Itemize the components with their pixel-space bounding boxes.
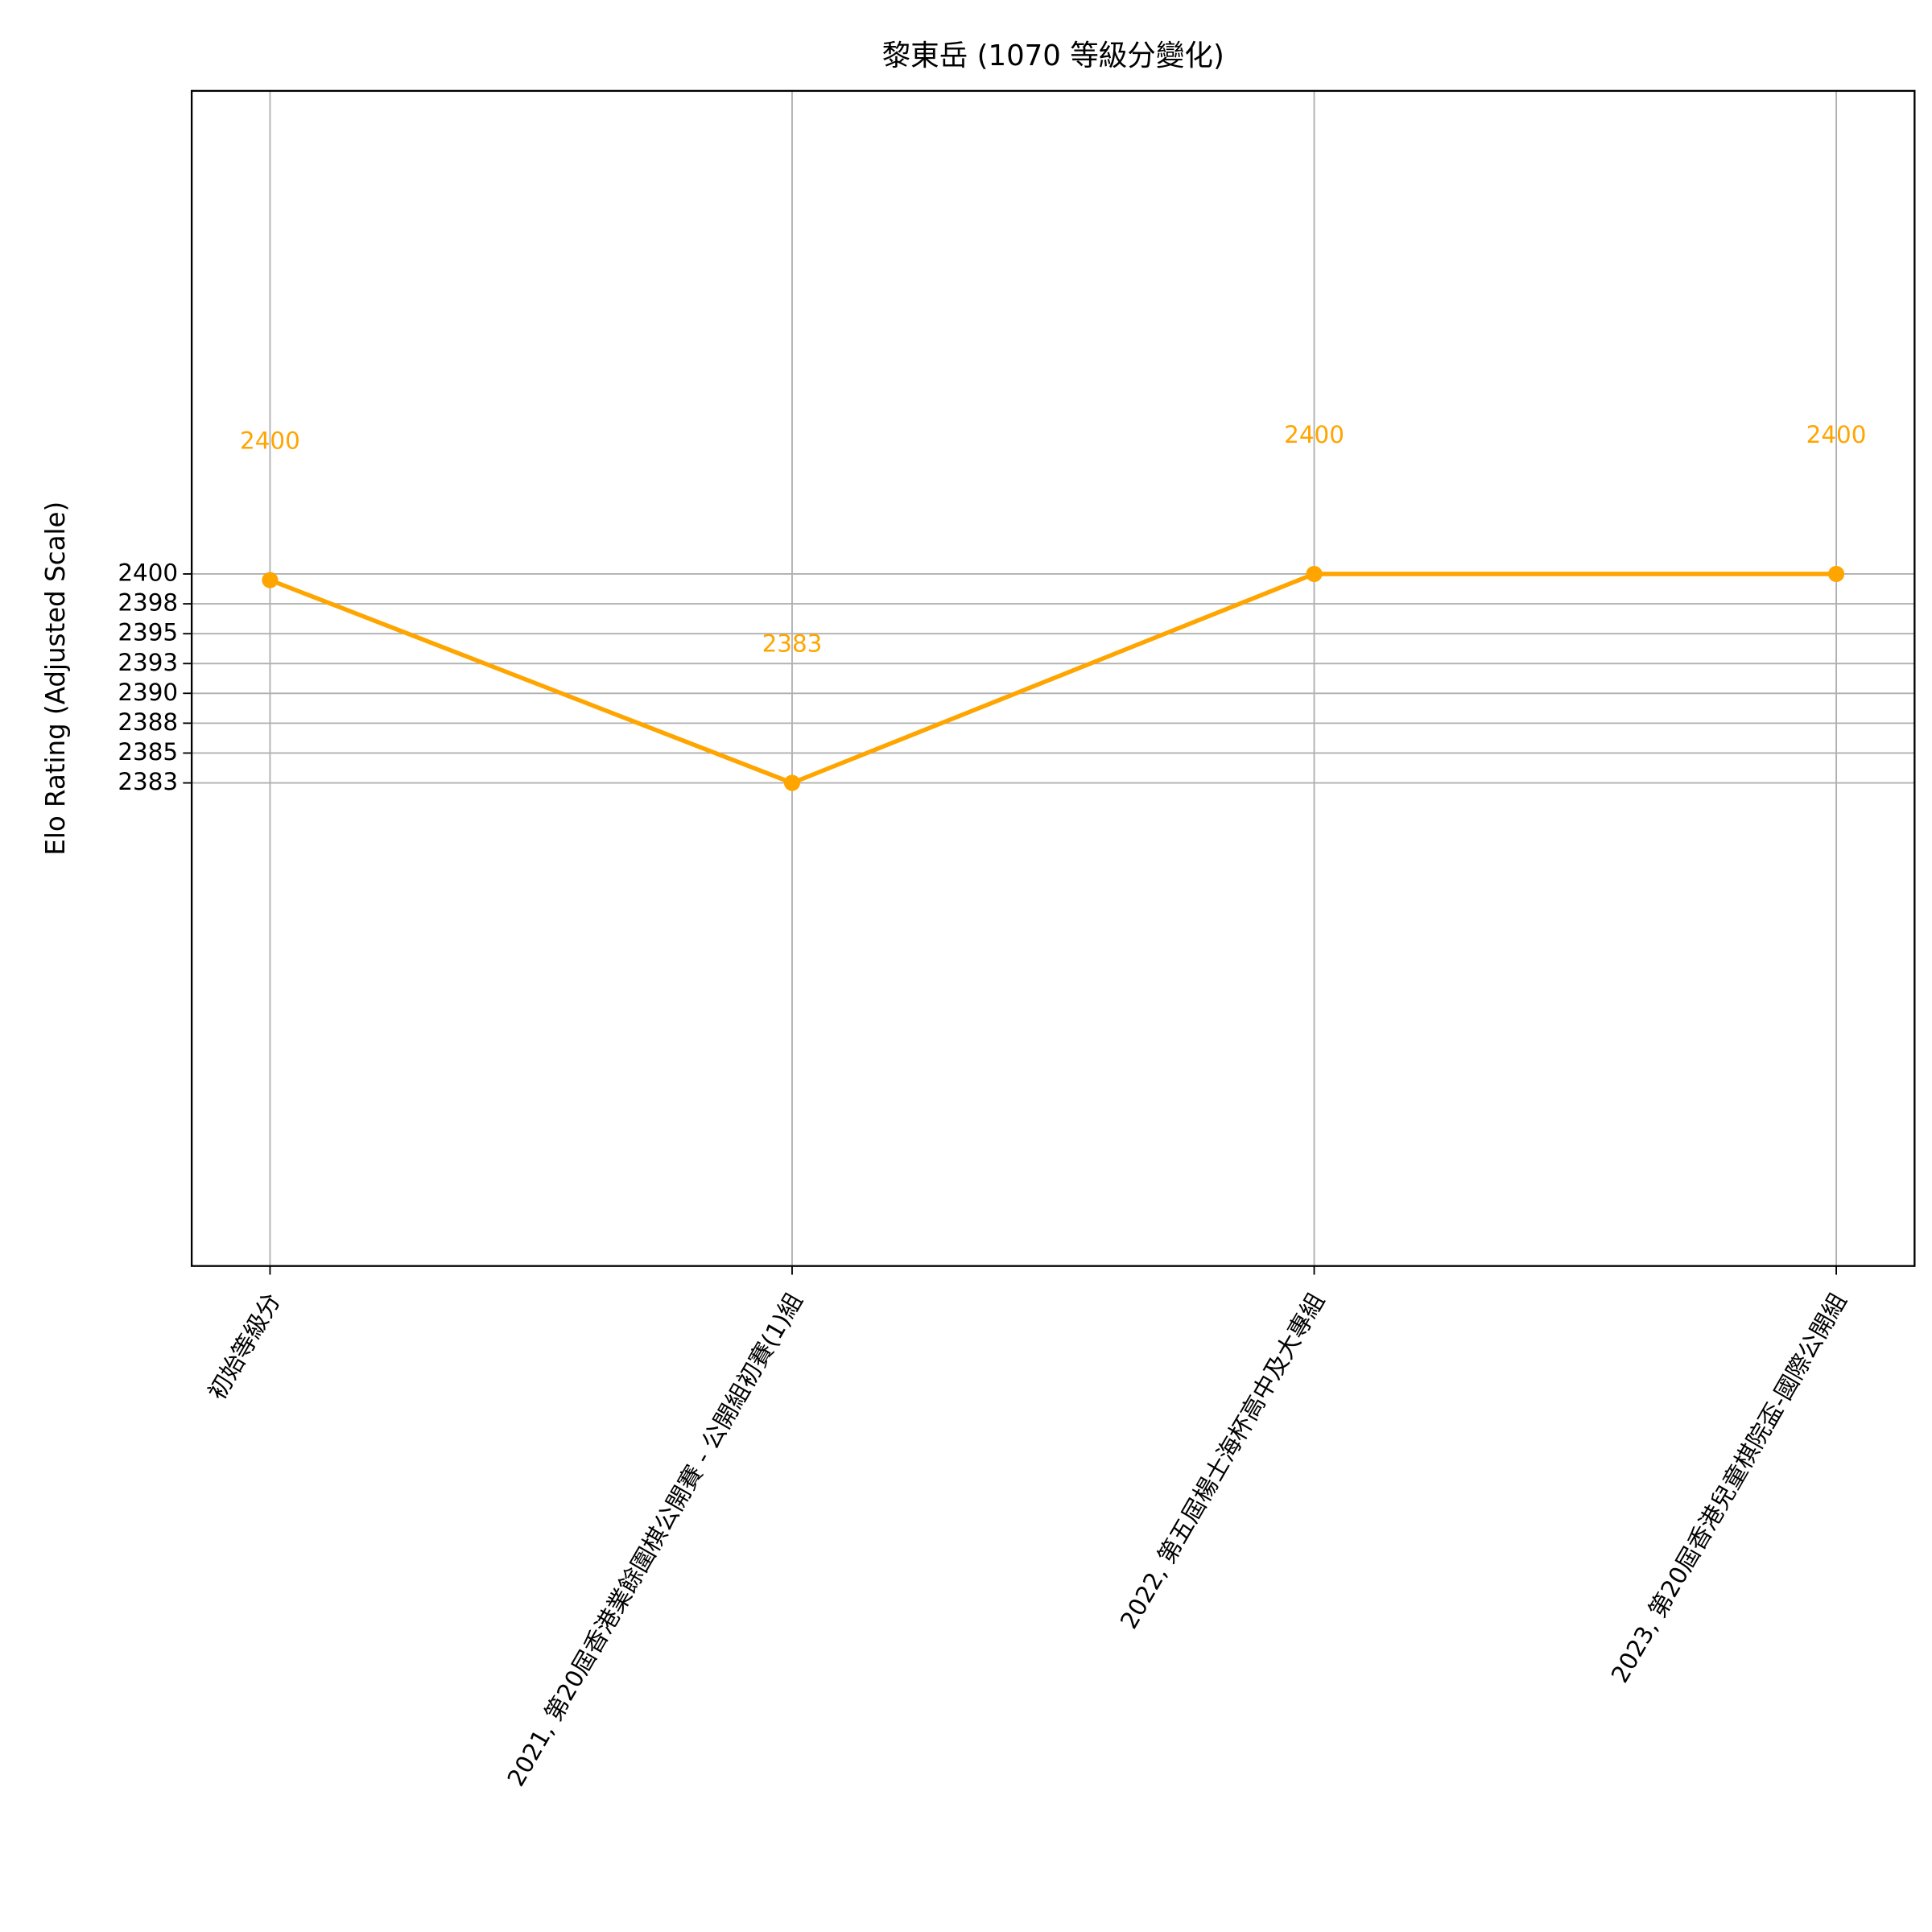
data-label: 2400: [1806, 421, 1867, 448]
y-tick-label: 2400: [118, 559, 178, 586]
line: [269, 572, 1837, 786]
x-tick-label: 2022, 第五屆楊士海杯高中及大專組: [1115, 1289, 1330, 1634]
chart-title: 黎東岳 (1070 等級分變化): [882, 39, 1224, 72]
x-tick-label: 2023, 第20屆香港兒童棋院盃-國際公開組: [1606, 1289, 1852, 1688]
data-label: 2383: [762, 630, 823, 657]
y-tick-label: 2395: [118, 619, 178, 646]
data-label: 2400: [1284, 421, 1344, 448]
y-axis-label: Elo Rating (Adjusted Scale): [40, 502, 71, 856]
y-tick-label: 2393: [118, 649, 178, 676]
data-label: 2400: [240, 427, 300, 454]
x-tick-label: 初始等級分: [203, 1289, 286, 1405]
point: [783, 774, 801, 791]
y-tick-label: 2383: [118, 768, 178, 795]
y-tick-label: 2385: [118, 738, 178, 766]
point: [262, 572, 279, 588]
y-tick-label: 2390: [118, 679, 178, 706]
y-tick-label: 2398: [118, 589, 178, 617]
plot-frame: [190, 89, 1916, 1267]
y-tick-label: 2388: [118, 708, 178, 736]
point: [1306, 565, 1323, 583]
point: [1828, 565, 1845, 583]
x-tick-label: 2021, 第20屆香港業餘圍棋公開賽 - 公開組初賽(1)組: [502, 1289, 808, 1791]
